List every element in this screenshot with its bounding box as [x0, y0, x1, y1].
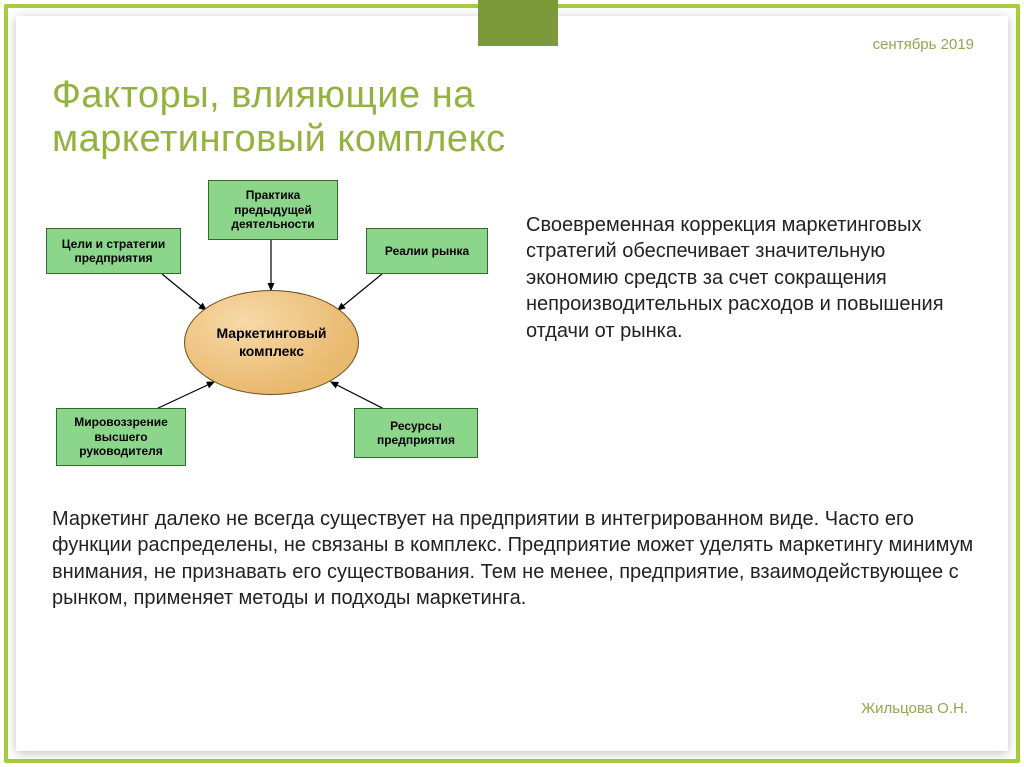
- bottom-paragraph: Маркетинг далеко не всегда существует на…: [52, 506, 974, 612]
- date-label: сентябрь 2019: [873, 36, 974, 53]
- factor-left: Цели и стратегиипредприятия: [46, 228, 181, 274]
- factor-bottom-left: Мировоззрениевысшегоруководителя: [56, 408, 186, 466]
- diagram-center: Маркетинговыйкомплекс: [184, 290, 359, 395]
- factor-bottom-right: Ресурсыпредприятия: [354, 408, 478, 458]
- factor-top: Практикапредыдущейдеятельности: [208, 180, 338, 240]
- side-paragraph: Своевременная коррекция маркетинговых ст…: [526, 212, 974, 344]
- author-label: Жильцова О.Н.: [861, 700, 968, 717]
- slide-title: Факторы, влияющие намаркетинговый компле…: [52, 74, 506, 161]
- factor-right: Реалии рынка: [366, 228, 488, 274]
- accent-block: [478, 0, 558, 46]
- factors-diagram: Маркетинговыйкомплекс Практикапредыдущей…: [46, 180, 496, 490]
- slide: сентябрь 2019 Факторы, влияющие намаркет…: [16, 16, 1008, 751]
